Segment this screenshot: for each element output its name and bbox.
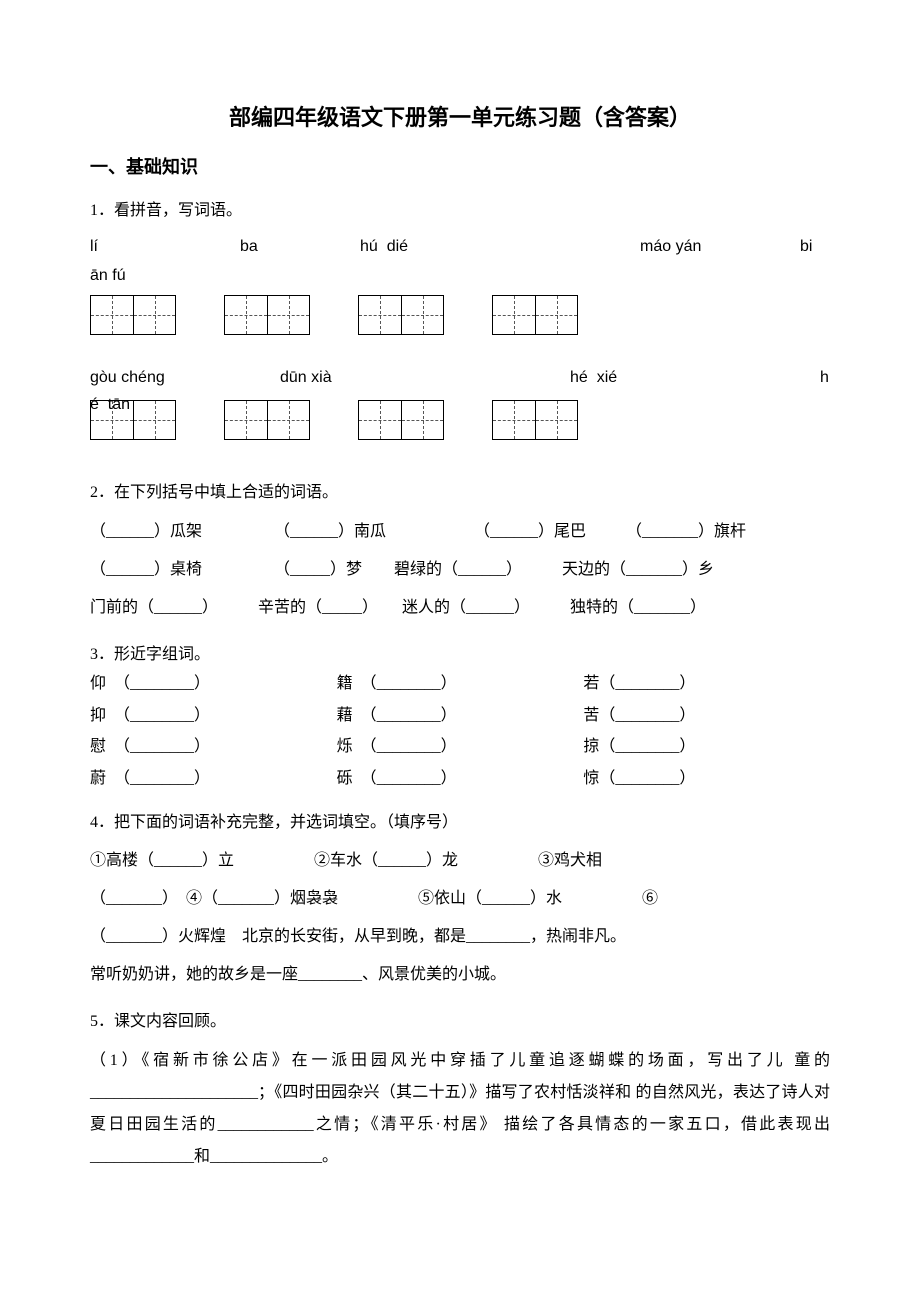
q4-line-1: ①高楼（______）立 ②车水（______）龙 ③鸡犬相 xyxy=(90,845,830,877)
q3-cell: 苦（________） xyxy=(583,703,830,729)
tianzi-box[interactable] xyxy=(90,295,176,335)
q2-line-2: （______）桌椅 （_____）梦 碧绿的（______） 天边的（____… xyxy=(90,554,830,586)
box-row-1 xyxy=(90,295,830,335)
q2-l1-text: （______）瓜架 （______）南瓜 （______）尾巴 （______… xyxy=(90,523,746,540)
tianzi-box[interactable] xyxy=(90,400,176,440)
q3-row-2: 慰 （________） 烁 （________） 掠（________） xyxy=(90,734,830,760)
q3-cell: 籍 （________） xyxy=(337,671,584,697)
q4-line-4: 常听奶奶讲，她的故乡是一座________、风景优美的小城。 xyxy=(90,959,830,991)
page-title: 部编四年级语文下册第一单元练习题（含答案） xyxy=(90,100,830,135)
tianzi-box[interactable] xyxy=(224,295,310,335)
q3-cell: 砾 （________） xyxy=(337,766,584,792)
pinyin-maoyan: máo yán xyxy=(640,234,800,260)
q3-cell: 惊（________） xyxy=(583,766,830,792)
pinyin-row-1: lí ba hú dié máo yán bi xyxy=(90,234,830,260)
tianzi-box[interactable] xyxy=(358,295,444,335)
question-1: 1．看拼音，写词语。 lí ba hú dié máo yán bi ān fú… xyxy=(90,198,830,440)
q3-cell: 若（________） xyxy=(583,671,830,697)
box-row-2 xyxy=(90,400,830,440)
q4-line-3: （_______）火辉煌 北京的长安街，从早到晚，都是________，热闹非凡… xyxy=(90,921,830,953)
q4-l1-text: ①高楼（______）立 ②车水（______）龙 ③鸡犬相 xyxy=(90,852,602,869)
q4-line-2: （_______） ④（_______）烟袅袅 ⑤依山（______）水 ⑥ xyxy=(90,883,830,915)
q1-head: 1．看拼音，写词语。 xyxy=(90,198,830,224)
pinyin-bi: bi xyxy=(800,234,812,260)
question-2: 2．在下列括号中填上合适的词语。 （______）瓜架 （______）南瓜 （… xyxy=(90,480,830,624)
q5-head: 5．课文内容回顾。 xyxy=(90,1009,830,1035)
pinyin-anfu: ān fú xyxy=(90,263,126,289)
q2-line-3: 门前的（______） 辛苦的（_____） 迷人的（______） 独特的（_… xyxy=(90,592,830,624)
q4-l3-text: （_______）火辉煌 北京的长安街，从早到晚，都是________，热闹非凡… xyxy=(90,928,626,945)
pinyin-row-1b: ān fú xyxy=(90,263,830,289)
q3-cell: 蔚 （________） xyxy=(90,766,337,792)
q3-row-0: 仰 （________） 籍 （________） 若（________） xyxy=(90,671,830,697)
q4-l2-text: （_______） ④（_______）烟袅袅 ⑤依山（______）水 ⑥ xyxy=(90,890,658,907)
q4-head: 4．把下面的词语补充完整，并选词填空。（填序号） xyxy=(90,810,830,836)
q3-cell: 仰 （________） xyxy=(90,671,337,697)
q3-row-3: 蔚 （________） 砾 （________） 惊（________） xyxy=(90,766,830,792)
pinyin-ba: ba xyxy=(240,234,360,260)
q3-row-1: 抑 （________） 藉 （________） 苦（________） xyxy=(90,703,830,729)
q2-l2-text: （______）桌椅 （_____）梦 碧绿的（______） 天边的（____… xyxy=(90,561,714,578)
q3-cell: 藉 （________） xyxy=(337,703,584,729)
pinyin-row-2: gòu chéng dūn xià hé xié h xyxy=(90,365,830,391)
q2-line-1: （______）瓜架 （______）南瓜 （______）尾巴 （______… xyxy=(90,516,830,548)
pinyin-li: lí xyxy=(90,234,240,260)
question-3: 3．形近字组词。 仰 （________） 籍 （________） 若（___… xyxy=(90,642,830,792)
tianzi-box[interactable] xyxy=(358,400,444,440)
pinyin-h: h xyxy=(820,365,829,391)
q2-head: 2．在下列括号中填上合适的词语。 xyxy=(90,480,830,506)
section-1-head: 一、基础知识 xyxy=(90,153,830,182)
pinyin-hudie: hú dié xyxy=(360,234,640,260)
pinyin-dunxia: dūn xià xyxy=(280,365,570,391)
q3-cell: 抑 （________） xyxy=(90,703,337,729)
q3-cell: 烁 （________） xyxy=(337,734,584,760)
q3-head: 3．形近字组词。 xyxy=(90,642,830,668)
tianzi-box[interactable] xyxy=(492,400,578,440)
question-4: 4．把下面的词语补充完整，并选词填空。（填序号） ①高楼（______）立 ②车… xyxy=(90,810,830,992)
tianzi-box[interactable] xyxy=(224,400,310,440)
q2-l3-text: 门前的（______） 辛苦的（_____） 迷人的（______） 独特的（_… xyxy=(90,599,706,616)
question-5: 5．课文内容回顾。 （1）《宿新市徐公店》在一派田园风光中穿插了儿童追逐蝴蝶的场… xyxy=(90,1009,830,1173)
q3-cell: 慰 （________） xyxy=(90,734,337,760)
q3-cell: 掠（________） xyxy=(583,734,830,760)
tianzi-box[interactable] xyxy=(492,295,578,335)
pinyin-goucheng: gòu chéng xyxy=(90,365,280,391)
q5-paragraph: （1）《宿新市徐公店》在一派田园风光中穿插了儿童追逐蝴蝶的场面，写出了儿 童的_… xyxy=(90,1045,830,1173)
q4-l4-text: 常听奶奶讲，她的故乡是一座________、风景优美的小城。 xyxy=(90,966,506,983)
pinyin-hexie: hé xié xyxy=(570,365,820,391)
